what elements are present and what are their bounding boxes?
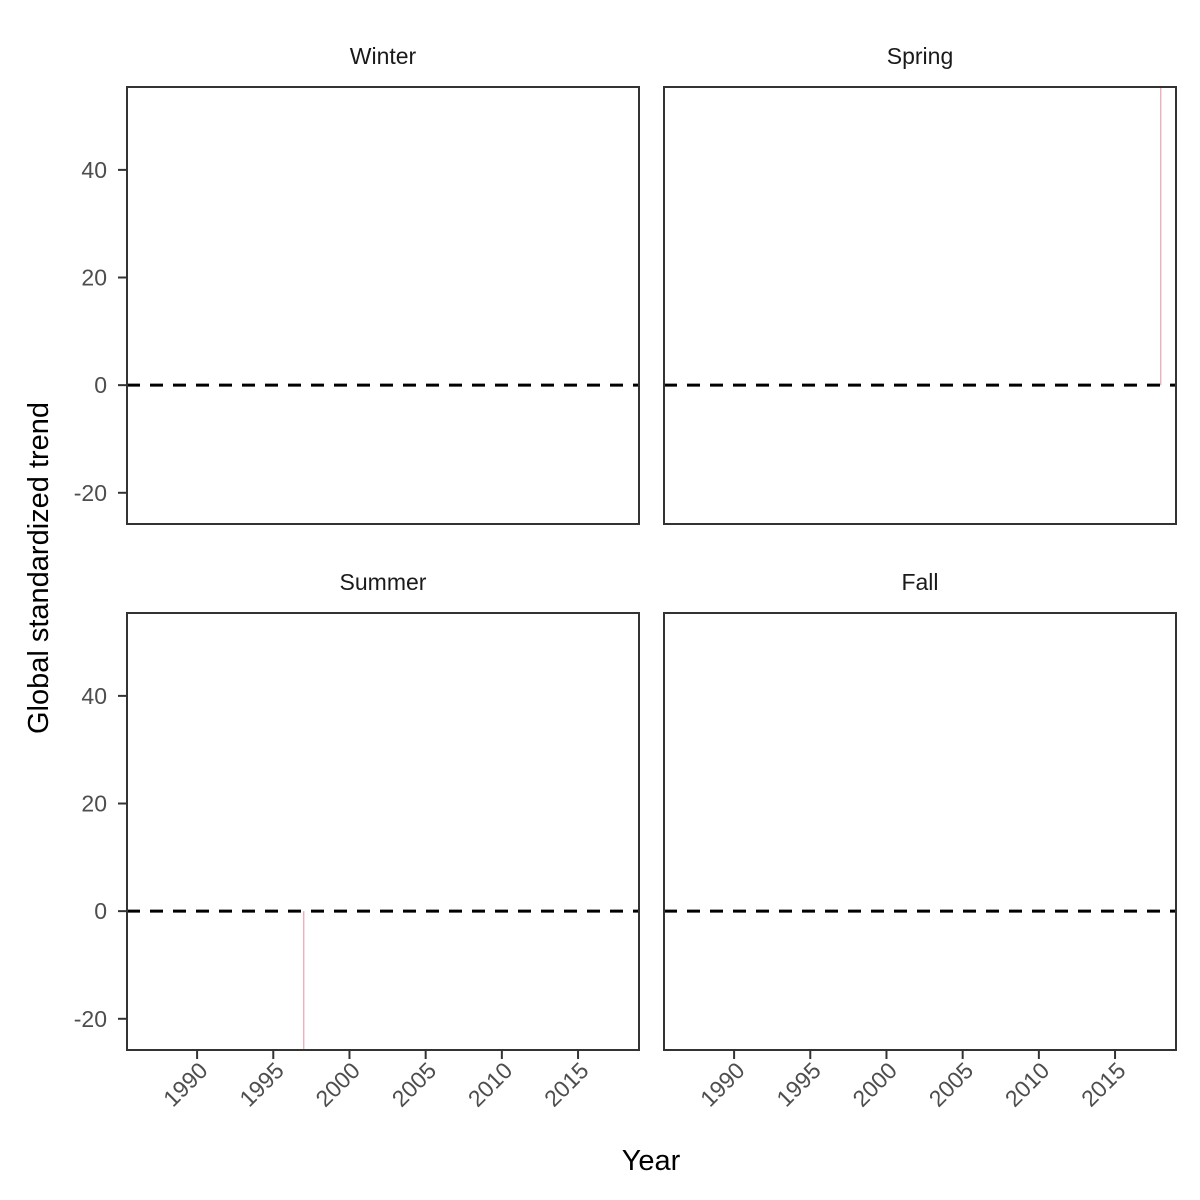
y-tick-label: -20 <box>74 480 107 506</box>
x-tick-label: 2015 <box>539 1057 594 1112</box>
facet-label-winter: Winter <box>350 43 417 69</box>
panel-border <box>663 86 1177 525</box>
y-tick-label: 40 <box>81 683 107 709</box>
x-tick-label: 2015 <box>1076 1057 1131 1112</box>
x-tick-label: 2005 <box>924 1057 979 1112</box>
panel-fall: Fall 1990 1995 2000 2005 2010 2015 <box>663 569 1177 1112</box>
x-tick-label: 1990 <box>695 1057 750 1112</box>
panel-spring: Spring <box>663 43 1177 525</box>
facet-label-fall: Fall <box>901 569 938 595</box>
x-tick-label: 2005 <box>387 1057 442 1112</box>
y-tick-label: 40 <box>81 157 107 183</box>
panel-border <box>663 612 1177 1051</box>
x-tick-label: 1995 <box>771 1057 826 1112</box>
y-tick-label: 20 <box>81 791 107 817</box>
x-tick-label: 2000 <box>310 1057 365 1112</box>
facet-label-summer: Summer <box>340 569 427 595</box>
panel-winter: Winter -20 0 20 40 <box>74 43 640 525</box>
facet-panels: Winter -20 0 20 40 Spring Summer -20 0 20 40 1990 19… <box>74 43 1177 1112</box>
x-tick-label: 1995 <box>234 1057 289 1112</box>
x-tick-label: 2010 <box>1000 1057 1055 1112</box>
panel-summer: Summer -20 0 20 40 1990 1995 2000 2005 2010 2015 <box>74 569 640 1112</box>
y-tick-label: 0 <box>94 898 107 924</box>
panel-border <box>126 612 640 1051</box>
y-tick-label: 0 <box>94 372 107 398</box>
x-axis-title: Year <box>622 1145 681 1177</box>
y-tick-label: -20 <box>74 1006 107 1032</box>
y-axis-title: Global standardized trend <box>23 402 55 734</box>
x-tick-label: 2010 <box>463 1057 518 1112</box>
y-tick-label: 20 <box>81 265 107 291</box>
x-tick-label: 2000 <box>847 1057 902 1112</box>
panel-border <box>126 86 640 525</box>
facet-label-spring: Spring <box>887 43 953 69</box>
x-tick-label: 1990 <box>158 1057 213 1112</box>
